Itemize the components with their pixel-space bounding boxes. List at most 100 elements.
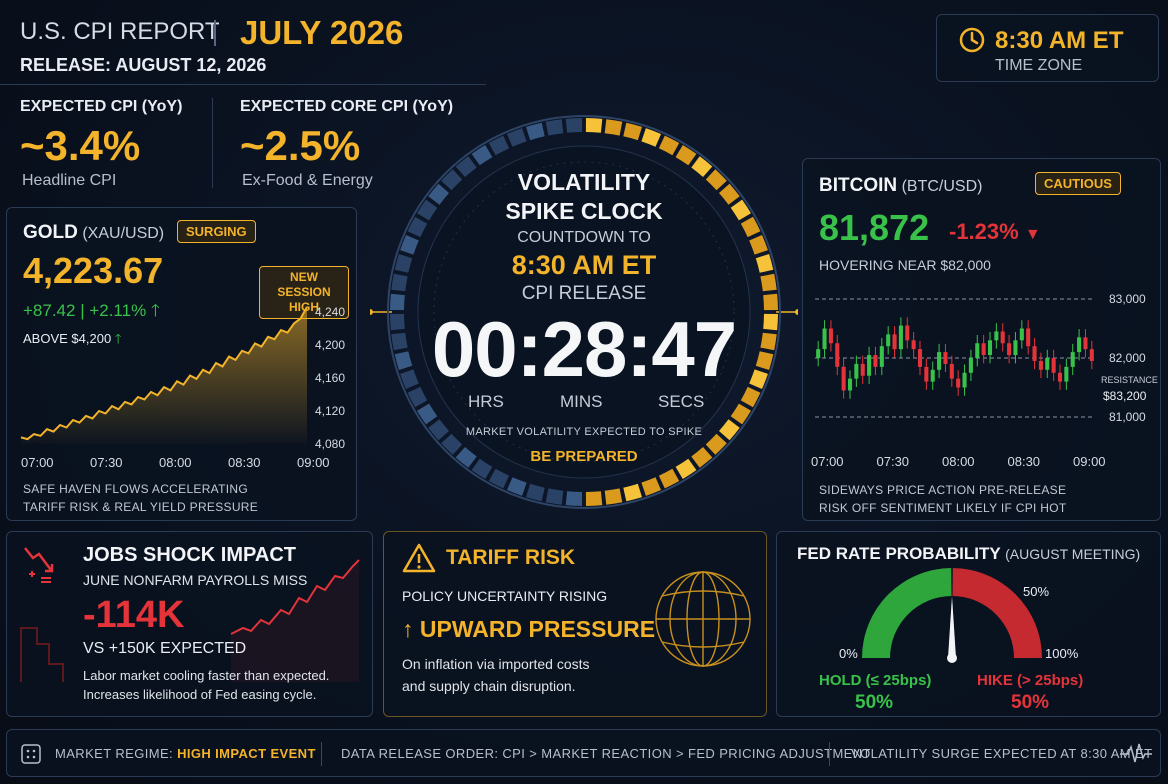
clock-ring-segment — [658, 468, 680, 489]
btc-candle — [905, 325, 910, 341]
gauge-tick-100: 100% — [1045, 646, 1079, 661]
btc-x-tick: 08:30 — [1008, 454, 1041, 469]
btc-candle — [1064, 366, 1069, 382]
btc-candle — [1000, 331, 1005, 344]
btc-candle — [828, 328, 833, 344]
btc-y-tick: 81,000 — [1109, 410, 1146, 424]
btc-candle — [822, 328, 827, 350]
btc-status-badge: CAUTIOUS — [1035, 172, 1121, 195]
gold-above-row: ABOVE $4,200 🡑 — [23, 330, 122, 352]
gold-line — [20, 306, 308, 441]
clock-ring-segment — [749, 235, 768, 255]
btc-candle — [1038, 360, 1043, 370]
clock-ring-segment — [604, 488, 623, 505]
fed-subtitle: (AUGUST MEETING) — [1005, 546, 1141, 562]
resistance-label: RESISTANCE — [1101, 375, 1158, 385]
clock-ring-segment — [545, 119, 564, 136]
btc-candle — [943, 352, 948, 364]
clock-ring-segment — [730, 199, 751, 221]
triangle-down-icon: ▼ — [1024, 226, 1041, 243]
jobs-panel: JOBS SHOCK IMPACT JUNE NONFARM PAYROLLS … — [6, 531, 373, 717]
grid-icon — [21, 744, 41, 764]
countdown-timer: 00:28:47 — [370, 304, 798, 395]
btc-candle — [1045, 358, 1050, 370]
gold-symbol: (XAU/USD) — [82, 225, 165, 242]
gauge-tick-0: 0% — [839, 646, 858, 661]
volatility-clock: VOLATILITY SPIKE CLOCK COUNTDOWN TO 8:30… — [370, 112, 798, 512]
btc-note-1: SIDEWAYS PRICE ACTION PRE-RELEASE — [819, 483, 1067, 497]
clock-ring-segment — [760, 332, 777, 351]
btc-candle — [1083, 337, 1088, 350]
volatility-warning: MARKET VOLATILITY EXPECTED TO SPIKE — [465, 426, 703, 438]
gold-area — [21, 307, 307, 444]
clock-ring-segment — [471, 145, 493, 166]
timer-colon: : — [626, 305, 652, 393]
tariff-desc-1: On inflation via imported costs — [402, 656, 590, 672]
btc-change-row: -1.23% ▼ — [949, 219, 1041, 245]
clock-title-line-1: VOLATILITY — [517, 169, 651, 195]
arrow-up-icon: 🡑 — [114, 331, 122, 346]
tariff-pressure-row: ↑ UPWARD PRESSURE — [402, 616, 655, 643]
btc-y-tick: 82,000 — [1109, 351, 1146, 365]
clock-ring-segment — [391, 273, 408, 292]
btc-candle — [898, 325, 903, 350]
clock-ring — [370, 115, 798, 509]
btc-candle — [1089, 349, 1094, 361]
clock-ring-segment — [428, 183, 449, 205]
fed-panel: FED RATE PROBABILITY (AUGUST MEETING) 0%… — [776, 531, 1161, 717]
clock-ring-segment — [391, 332, 408, 351]
fed-title: FED RATE PROBABILITY — [797, 544, 1001, 563]
gold-change: +87.42 | +2.11% — [23, 301, 147, 320]
clock-ring-segment — [545, 488, 564, 505]
btc-candle — [956, 378, 961, 388]
clock-ring-segment — [675, 458, 697, 479]
btc-candle — [1019, 328, 1024, 341]
clock-ring-segment — [394, 254, 413, 273]
clock-ring-segment — [488, 135, 510, 156]
gold-x-tick: 09:00 — [297, 455, 330, 470]
btc-candle — [1013, 340, 1018, 356]
arrow-up-icon: 🡑 — [150, 301, 160, 320]
header-rule — [0, 84, 486, 85]
countdown-hours: 00 — [431, 305, 518, 393]
clock-ring-segment — [400, 369, 419, 389]
clock-ring-segment — [441, 169, 463, 191]
time-zone-label: TIME ZONE — [995, 57, 1083, 74]
clock-ring-segment — [471, 458, 493, 479]
jobs-sparkline — [20, 559, 360, 682]
gold-chart: 4,240 4,200 4,160 4,120 4,080 07:00 07:30 08:0… — [20, 305, 345, 470]
btc-candle — [924, 366, 929, 382]
btc-candle — [860, 363, 865, 376]
btc-candle — [981, 343, 986, 356]
clock-icon — [959, 27, 985, 53]
gold-y-tick: 4,240 — [315, 305, 345, 319]
btc-change: -1.23% — [949, 219, 1019, 244]
clock-ring-segment — [565, 118, 583, 133]
clock-ring-segment — [691, 156, 713, 177]
minutes-label: MINS — [560, 392, 603, 411]
gold-y-tick: 4,200 — [315, 338, 345, 352]
header-divider — [214, 20, 216, 46]
btc-candle — [962, 372, 967, 388]
clock-ring-segment — [604, 119, 623, 136]
jobs-desc-1: Labor market cooling faster than expecte… — [83, 668, 330, 683]
clock-ring-segment — [441, 433, 463, 455]
btc-candle — [949, 363, 954, 379]
clock-ring-segment — [641, 477, 661, 496]
expected-cpi-label: EXPECTED CPI (YoY) — [20, 98, 183, 115]
btc-candle — [1007, 343, 1012, 356]
btc-candle — [892, 334, 897, 350]
countdown-to-label: COUNTDOWN TO — [517, 229, 651, 246]
clock-ring-segment — [526, 122, 545, 141]
gauge-tick-50: 50% — [1023, 584, 1050, 599]
btc-candle — [968, 358, 973, 373]
clock-ring-segment — [755, 254, 774, 273]
clock-ring-segment — [507, 477, 527, 496]
btc-title-row: BITCOIN (BTC/USD) — [819, 175, 982, 197]
gold-title: GOLD — [23, 222, 78, 243]
tariff-panel: TARIFF RISK POLICY UNCERTAINTY RISING ↑ … — [383, 531, 767, 717]
btc-candle — [994, 331, 999, 341]
countdown-target-time: 8:30 AM ET — [511, 250, 657, 280]
clock-ring-segment — [417, 403, 438, 425]
tariff-title: TARIFF RISK — [446, 546, 576, 569]
